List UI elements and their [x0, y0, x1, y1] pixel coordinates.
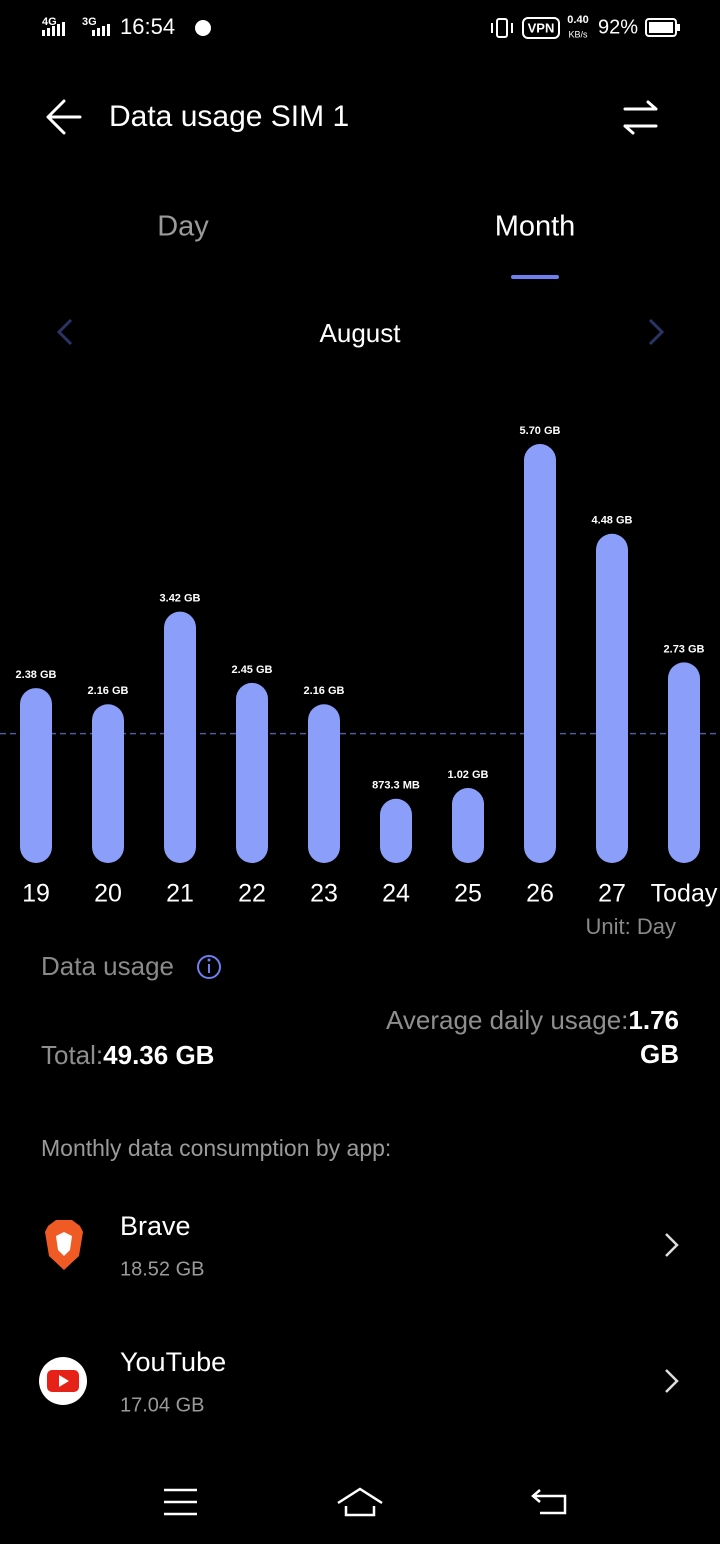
x-tick-label: 26 — [526, 880, 554, 908]
value-label: 2.73 GB — [664, 643, 705, 655]
signal-icon — [92, 24, 110, 36]
value-label: 4.48 GB — [592, 515, 633, 527]
app-usage: 18.52 GB — [120, 1258, 205, 1280]
value-label: 1.02 GB — [448, 769, 489, 781]
network-label: 4G — [42, 16, 57, 28]
clock: 16:54 — [120, 14, 175, 39]
x-tick-label: 25 — [454, 880, 482, 908]
average: Average daily usage:1.76 GB — [379, 1003, 679, 1071]
value-label: 5.70 GB — [520, 425, 561, 437]
switch-sim-button[interactable] — [623, 100, 658, 135]
average-value: 1.76 GB — [628, 1005, 679, 1069]
x-tick-label: 22 — [238, 880, 266, 908]
info-icon[interactable] — [197, 955, 221, 979]
back-button[interactable] — [46, 99, 82, 135]
prev-period[interactable] — [56, 318, 73, 346]
x-tick-label: 21 — [166, 880, 194, 908]
brave-icon — [45, 1220, 83, 1270]
app-name[interactable]: YouTube — [120, 1347, 226, 1377]
bar — [452, 788, 484, 863]
x-tick-label: 19 — [22, 880, 50, 908]
value-label: 2.38 GB — [16, 669, 57, 681]
tab-month[interactable]: Month — [495, 211, 576, 243]
total: Total:49.36 GB — [41, 1040, 214, 1070]
app-usage: 17.04 GB — [120, 1394, 205, 1416]
x-tick-label: 23 — [310, 880, 338, 908]
bar — [524, 444, 556, 863]
speed: 0.40 — [567, 14, 588, 26]
signal-icon — [42, 22, 65, 36]
value-label: 3.42 GB — [160, 593, 201, 605]
section-title: Data usage — [41, 951, 174, 981]
value-label: 2.16 GB — [88, 685, 129, 697]
value-label: 2.45 GB — [232, 664, 273, 676]
vpn-box — [522, 17, 560, 39]
chevron[interactable] — [665, 1369, 679, 1393]
x-tick-label: 24 — [382, 880, 410, 908]
period-label: August — [320, 318, 402, 348]
back-nav-button[interactable] — [531, 1489, 567, 1515]
bar — [164, 611, 196, 863]
tab-day[interactable]: Day — [157, 211, 209, 243]
bar — [20, 688, 52, 863]
page-title: Data usage SIM 1 — [109, 100, 349, 133]
speed-unit: KB/s — [568, 29, 588, 39]
total-value: 49.36 GB — [103, 1040, 214, 1070]
x-tick-label: 27 — [598, 880, 626, 908]
home-button[interactable] — [337, 1487, 383, 1517]
value-label: 873.3 MB — [372, 780, 420, 792]
bar — [92, 704, 124, 863]
tab-indicator — [511, 275, 559, 279]
battery-level: 92% — [598, 16, 638, 38]
network-label: 3G — [82, 16, 97, 28]
bar — [596, 533, 628, 863]
total-label: Total: — [41, 1040, 103, 1070]
unit-note: Unit: Day — [586, 914, 676, 939]
youtube-icon — [39, 1357, 87, 1405]
apps-title: Monthly data consumption by app: — [41, 1135, 391, 1161]
bar — [236, 682, 268, 863]
vibrate-icon — [491, 18, 513, 38]
x-tick-label: Today — [651, 880, 718, 908]
x-tick-label: 20 — [94, 880, 122, 908]
notification-icon — [195, 20, 211, 36]
bar — [308, 704, 340, 863]
battery-icon — [645, 18, 680, 37]
chevron[interactable] — [665, 1233, 679, 1257]
average-label: Average daily usage: — [386, 1005, 629, 1035]
next-period[interactable] — [648, 318, 665, 346]
bar — [668, 662, 700, 863]
bar — [380, 798, 412, 863]
menu-button[interactable] — [164, 1488, 197, 1516]
vpn-label: VPN — [528, 20, 555, 35]
value-label: 2.16 GB — [304, 685, 345, 697]
app-name[interactable]: Brave — [120, 1211, 191, 1241]
